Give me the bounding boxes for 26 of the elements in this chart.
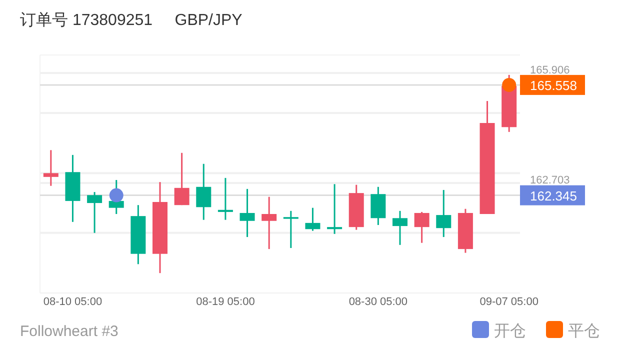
y-tick-label: 162.703	[530, 174, 570, 186]
candlestick	[283, 210, 298, 249]
candlestick	[87, 191, 102, 234]
candlestick	[262, 196, 277, 250]
candlestick	[43, 149, 58, 187]
legend-label: 平仓	[568, 323, 600, 340]
candlestick	[327, 183, 342, 235]
text: Followheart #3	[20, 323, 118, 340]
x-tick-label: 09-07 05:00	[480, 296, 538, 308]
x-tick-label: 08-30 05:00	[348, 296, 408, 308]
ref-line-label: 162.345	[530, 188, 577, 204]
x-tick-label: 08-10 05:00	[43, 296, 102, 308]
legend-label: 开仓	[494, 323, 526, 340]
candlestick	[108, 179, 124, 215]
candlestick	[174, 152, 190, 206]
candlestick	[218, 177, 233, 221]
candlestick	[196, 163, 212, 221]
y-tick-label: 165.906	[530, 64, 570, 76]
candlestick	[436, 189, 452, 238]
candlestick	[414, 211, 430, 244]
candlestick	[392, 210, 408, 246]
x-tick-label: 08-19 05:00	[196, 296, 255, 308]
chart-title: 订单号 173809251 GBP/JPY	[20, 11, 243, 29]
candlestick	[305, 207, 320, 232]
candlestick	[240, 188, 255, 238]
ref-line-label: 165.558	[530, 78, 577, 93]
